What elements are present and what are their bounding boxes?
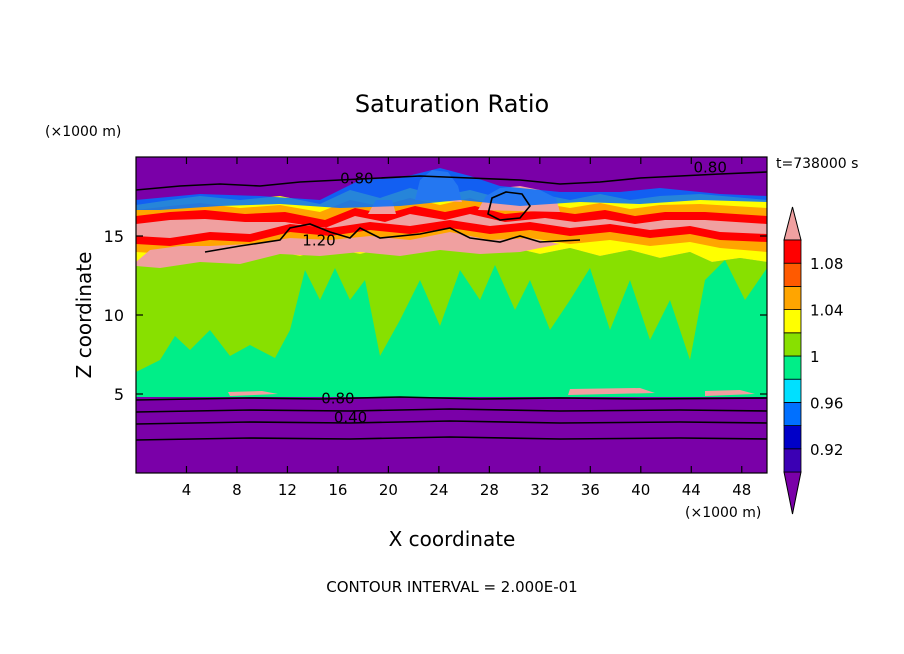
colorbar-band [783,355,802,380]
y-tick-label: 5 [114,385,124,404]
x-tick-label: 16 [328,481,347,499]
y-tick-label: 10 [104,306,124,325]
lower-boundary-streak [228,388,755,396]
x-tick-label: 20 [379,481,398,499]
colorbar-band [783,285,802,310]
colorbar-band [783,239,802,264]
colorbar-band [783,262,802,287]
colorbar: 0.92 0.96 1 1.04 1.08 [783,206,843,515]
chart-title: Saturation Ratio [355,90,549,118]
x-tick-label: 12 [278,481,297,499]
upper-band-red [136,206,767,246]
colorbar-tick-label: 0.96 [810,394,843,412]
upper-band-supersaturated [136,214,767,238]
y-axis-ticks: 5 10 15 [104,227,767,404]
contour-label-layer: 0.800.801.200.800.40 [302,159,727,427]
x-tick-label: 36 [581,481,600,499]
x-tick-label: 28 [480,481,499,499]
contour-label: 0.80 [340,170,373,188]
saturation-field [136,157,767,473]
x-axis-unit: (×1000 m) [685,505,761,521]
x-axis-label: X coordinate [389,527,516,551]
x-tick-label: 8 [232,481,242,499]
x-tick-label: 44 [682,481,701,499]
contour-080-upper [136,171,767,191]
contour-080-lower [136,396,767,401]
time-label: t=738000 s [776,156,858,172]
moist-layer-below-band [136,232,560,268]
colorbar-band [783,425,802,450]
contour-020 [136,436,767,441]
x-axis-ticks: 4 8 12 16 20 24 28 32 36 40 44 48 [182,157,751,499]
y-axis-label: Z coordinate [72,252,96,379]
contour-label: 0.40 [334,408,367,426]
x-tick-label: 48 [732,481,751,499]
colorbar-under-arrow [783,471,802,515]
mid-layer-plumes [136,246,767,372]
x-tick-label: 32 [530,481,549,499]
colorbar-band [783,448,802,473]
colorbar-over-arrow [783,206,802,241]
contour-060 [136,408,767,413]
contour-label: 1.20 [302,231,335,249]
contour-120-top [487,191,531,221]
x-tick-label: 4 [182,481,192,499]
colorbar-band [783,401,802,426]
contour-interval-note: CONTOUR INTERVAL = 2.000E-01 [326,578,577,596]
top-blue-edge [136,168,767,210]
colorbar-tick-label: 1.08 [810,255,843,273]
colorbar-band [783,309,802,334]
colorbar-band [783,332,802,357]
contour-label: 0.80 [321,389,354,407]
y-tick-label: 15 [104,227,124,246]
colorbar-tick-label: 1.04 [810,302,843,320]
colorbar-tick-label: 0.92 [810,441,843,459]
contour-040 [136,420,767,425]
contour-lines [136,171,767,441]
contour-120 [204,223,581,253]
colorbar-tick-label: 1 [810,348,820,366]
x-tick-label: 24 [429,481,448,499]
x-tick-label: 40 [631,481,650,499]
y-axis-unit: (×1000 m) [45,124,121,140]
contour-label: 0.80 [694,159,727,177]
colorbar-band [783,378,802,403]
